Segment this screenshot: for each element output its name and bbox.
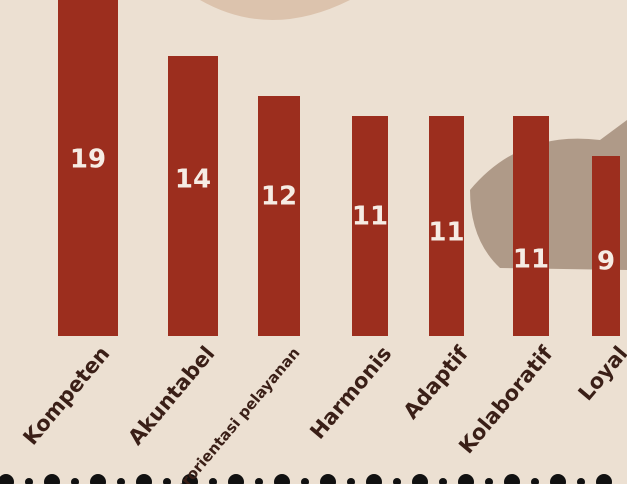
dot bbox=[71, 478, 79, 484]
dot bbox=[412, 474, 428, 484]
bar bbox=[429, 116, 464, 336]
bar bbox=[513, 116, 549, 336]
dot bbox=[255, 478, 263, 484]
dot bbox=[209, 478, 217, 484]
dot bbox=[228, 474, 244, 484]
dot bbox=[90, 474, 106, 484]
bar bbox=[258, 96, 300, 336]
dot bbox=[117, 478, 125, 484]
dot bbox=[504, 474, 520, 484]
dot bbox=[44, 474, 60, 484]
dot bbox=[163, 478, 171, 484]
dot bbox=[577, 478, 585, 484]
dot bbox=[182, 474, 198, 484]
bar bbox=[58, 0, 118, 336]
dot bbox=[531, 478, 539, 484]
dot bbox=[439, 478, 447, 484]
dot bbox=[347, 478, 355, 484]
value-label: 11 bbox=[428, 218, 464, 248]
dot bbox=[136, 474, 152, 484]
value-label: 12 bbox=[261, 182, 297, 212]
dot bbox=[458, 474, 474, 484]
dot bbox=[0, 474, 14, 484]
value-label: 9 bbox=[597, 247, 615, 277]
dot bbox=[320, 474, 336, 484]
dot bbox=[366, 474, 382, 484]
value-label: 19 bbox=[70, 145, 106, 175]
dot bbox=[274, 474, 290, 484]
dot bbox=[25, 478, 33, 484]
dot bbox=[485, 478, 493, 484]
dot bbox=[301, 478, 309, 484]
dot bbox=[550, 474, 566, 484]
bar bbox=[352, 116, 388, 336]
bar bbox=[168, 56, 218, 336]
value-label: 11 bbox=[352, 202, 388, 232]
decoration bbox=[200, 0, 350, 20]
dot bbox=[596, 474, 612, 484]
dot-row bbox=[0, 474, 612, 484]
dot bbox=[393, 478, 401, 484]
value-label: 14 bbox=[175, 165, 211, 195]
value-label: 11 bbox=[513, 245, 549, 275]
bar bbox=[592, 156, 620, 336]
